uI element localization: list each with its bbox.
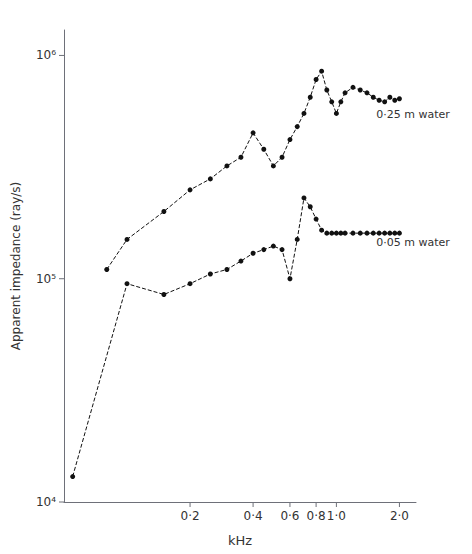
svg-text:kHz: kHz xyxy=(228,533,252,548)
svg-text:Apparent impedance (ray/s): Apparent impedance (ray/s) xyxy=(9,182,23,350)
svg-text:0·05 m water: 0·05 m water xyxy=(376,236,450,249)
svg-text:0·25 m water: 0·25 m water xyxy=(376,108,450,121)
svg-text:0·8: 0·8 xyxy=(307,509,326,523)
svg-text:2·0: 2·0 xyxy=(390,509,409,523)
svg-text:0·6: 0·6 xyxy=(280,509,299,523)
svg-text:0·2: 0·2 xyxy=(181,509,200,523)
svg-text:10⁵: 10⁵ xyxy=(36,272,56,286)
svg-text:10⁶: 10⁶ xyxy=(36,48,56,62)
svg-text:10⁴: 10⁴ xyxy=(36,495,56,509)
svg-text:1·0: 1·0 xyxy=(327,509,346,523)
svg-text:0·4: 0·4 xyxy=(244,509,263,523)
